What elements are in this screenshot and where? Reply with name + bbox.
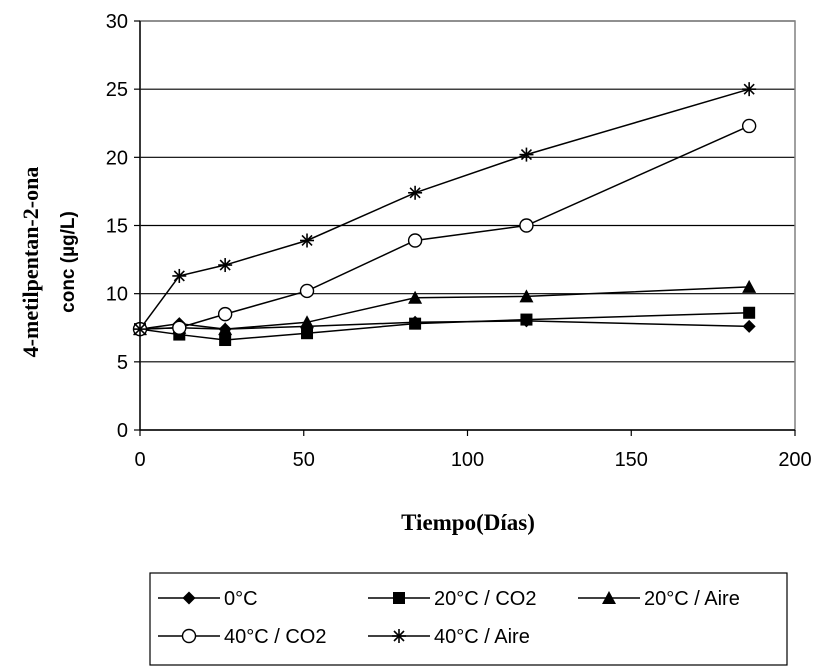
- y-axis-label: 4-metilpentan-2-ona: [18, 167, 43, 358]
- data-point-circle: [407, 233, 423, 248]
- legend-entry: 0°C: [158, 588, 258, 610]
- x-tick-label: 0: [134, 449, 145, 471]
- data-point-triangle: [300, 315, 315, 329]
- data-point-asterisk: [300, 233, 315, 248]
- data-point-triangle: [519, 289, 534, 303]
- data-point-square: [409, 317, 422, 330]
- data-point-circle: [217, 306, 233, 322]
- legend-marker-asterisk: [392, 629, 406, 643]
- data-point-circle: [299, 283, 315, 299]
- y-tick-label: 30: [106, 11, 128, 33]
- data-point-asterisk: [408, 185, 423, 200]
- legend-label: 0°C: [224, 588, 258, 610]
- series-line-3: [139, 125, 750, 330]
- data-point-asterisk: [172, 268, 187, 283]
- x-tick-label: 50: [293, 449, 315, 471]
- legend-label: 40°C / CO2: [224, 626, 326, 648]
- tick-labels: 0 5 10 15 20 25 30 0 50 100 150 200: [106, 11, 812, 471]
- legend-entry: 40°C / CO2: [158, 626, 326, 648]
- legend-label: 20°C / Aire: [644, 588, 740, 610]
- x-axis-label: Tiempo(Días): [401, 510, 535, 535]
- series-markers: [132, 82, 757, 347]
- axes: [134, 20, 796, 436]
- data-point-circle: [741, 118, 757, 134]
- series-lines: [139, 88, 750, 341]
- y-tick-label: 10: [106, 284, 128, 306]
- legend-entry: 20°C / CO2: [368, 588, 536, 610]
- x-tick-label: 150: [615, 449, 648, 471]
- y-tick-label: 5: [117, 352, 128, 374]
- y-axis-label-unit: conc (µg/L): [58, 211, 79, 313]
- x-tick-label: 100: [451, 449, 484, 471]
- y-tick-label: 20: [106, 147, 128, 169]
- data-point-triangle: [408, 290, 423, 304]
- legend-label: 20°C / CO2: [434, 588, 536, 610]
- legend-box: [149, 572, 788, 666]
- data-point-circle: [172, 320, 187, 335]
- data-point-asterisk: [218, 258, 233, 273]
- y-axis-label-line1: 4-metilpentan-2-ona: [18, 167, 43, 358]
- y-tick-label: 15: [106, 216, 128, 238]
- legend-label: 40°C / Aire: [434, 626, 530, 648]
- legend-entry: 20°C / Aire: [578, 588, 740, 610]
- data-point-asterisk: [519, 147, 534, 162]
- legend-marker-circle: [181, 628, 197, 644]
- legend-entry: 40°C / Aire: [368, 626, 530, 648]
- y-axis-label-line2: conc (µg/L): [58, 211, 79, 313]
- legend-marker-triangle: [602, 591, 616, 604]
- data-point-circle: [519, 218, 534, 233]
- data-point-square: [301, 327, 314, 340]
- data-point-square: [743, 306, 756, 319]
- y-tick-label: 25: [106, 79, 128, 101]
- data-point-triangle: [742, 279, 757, 293]
- data-point-square: [219, 334, 232, 347]
- y-tick-label: 0: [117, 420, 128, 442]
- legend-marker-diamond: [182, 591, 196, 605]
- legend: 0°C 20°C / CO2 20°C / Aire 40°C / CO2 40°C /…: [158, 588, 740, 648]
- legend-marker-square: [393, 592, 405, 604]
- data-point-diamond: [742, 319, 756, 333]
- data-point-asterisk: [133, 322, 147, 337]
- data-point-square: [520, 313, 533, 326]
- data-point-triangle: [218, 322, 233, 336]
- x-tick-label: 200: [778, 449, 811, 471]
- data-point-asterisk: [742, 82, 757, 97]
